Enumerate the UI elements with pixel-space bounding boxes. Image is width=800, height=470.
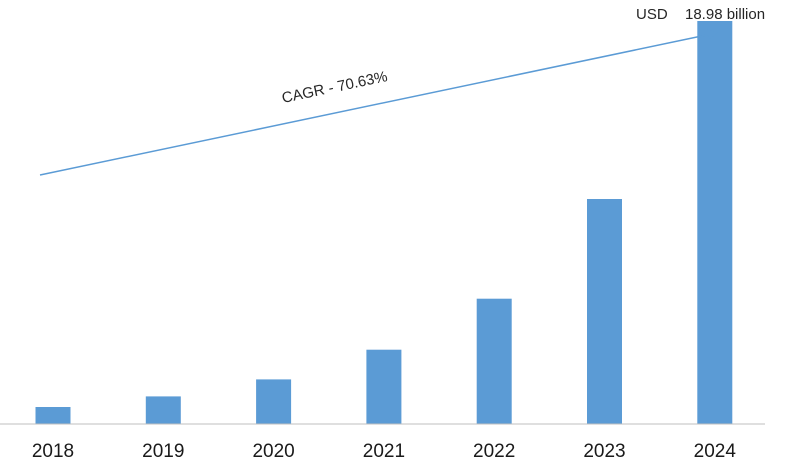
last-value-amount: 18.98 billion	[685, 6, 765, 23]
x-tick-label-2021: 2021	[363, 441, 405, 462]
x-tick-label-2024: 2024	[694, 441, 737, 462]
bars-layer	[35, 21, 733, 424]
bar-2022	[476, 298, 512, 424]
x-tick-label-2022: 2022	[473, 441, 515, 462]
x-tick-labels: 2018 2019 2020 2021 2022 2023 2024	[32, 441, 737, 462]
bar-2018	[35, 407, 71, 424]
bar-2021	[366, 349, 402, 424]
cagr-label: CAGR - 70.63%	[280, 68, 389, 107]
x-tick-label-2020: 2020	[252, 441, 294, 462]
bar-2024	[697, 21, 733, 424]
last-value-currency: USD	[636, 6, 668, 23]
cagr-trend-arrow	[39, 29, 718, 176]
bar-2020	[256, 379, 292, 424]
x-tick-label-2019: 2019	[142, 441, 184, 462]
x-tick-label-2023: 2023	[583, 441, 625, 462]
bar-2019	[145, 396, 181, 424]
x-tick-label-2018: 2018	[32, 441, 74, 462]
bar-2023	[587, 199, 622, 424]
